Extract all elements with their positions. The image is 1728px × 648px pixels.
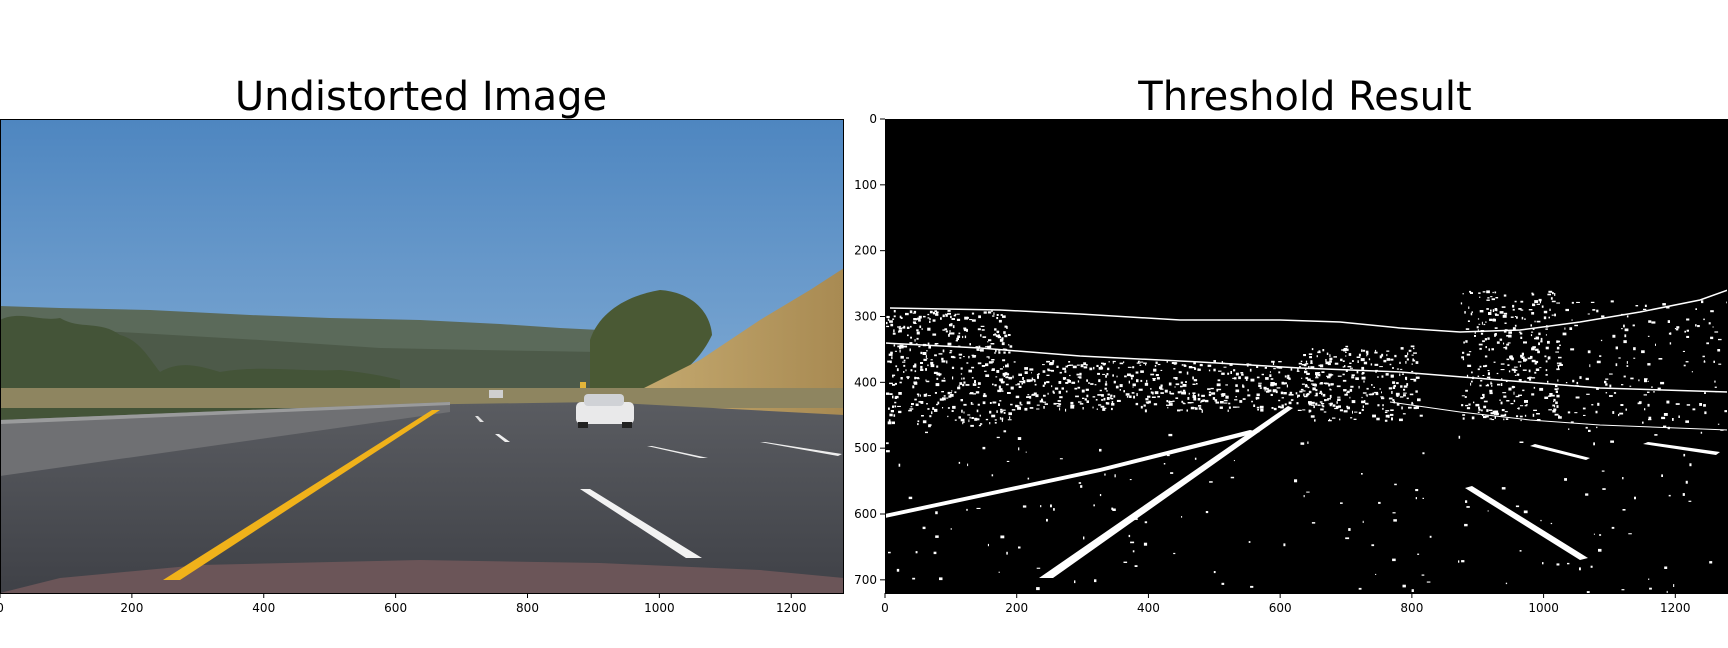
panel-title-threshold: Threshold Result: [1138, 74, 1472, 120]
x-tick-label: 1200: [1660, 601, 1691, 615]
undistorted-axes-frame: [0, 119, 844, 594]
x-tick-label: 1200: [776, 601, 807, 615]
x-tick-label: 600: [1269, 601, 1292, 615]
y-tick-label: 100: [854, 178, 877, 192]
y-tick-label: 0: [869, 112, 877, 126]
threshold-y-axis: 0 100 200 300 400 500 600 700: [854, 112, 885, 587]
y-tick-label: 600: [854, 507, 877, 521]
x-tick-label: 1000: [1528, 601, 1559, 615]
threshold-binary-image: [885, 119, 1728, 593]
white-car: [576, 394, 634, 428]
x-tick-label: 800: [516, 601, 539, 615]
x-tick-label: 600: [384, 601, 407, 615]
y-tick-label: 700: [854, 573, 877, 587]
x-tick-label: 1000: [644, 601, 675, 615]
y-tick-label: 300: [854, 310, 877, 324]
undistorted-road-image: [0, 119, 844, 593]
y-tick-label: 400: [854, 375, 877, 389]
threshold-x-axis: 0 200 400 600 800 1000 1200: [881, 593, 1691, 615]
x-tick-label: 400: [1137, 601, 1160, 615]
x-tick-label: 800: [1400, 601, 1423, 615]
x-tick-label: 0: [881, 601, 889, 615]
x-tick-label: 200: [1005, 601, 1028, 615]
panel-title-undistorted: Undistorted Image: [234, 74, 608, 120]
x-tick-label: 400: [252, 601, 275, 615]
y-tick-label: 200: [854, 244, 877, 258]
x-tick-label: 200: [120, 601, 143, 615]
undistorted-x-axis: 0 200 400 600 800 1000 1200: [0, 593, 807, 615]
y-tick-label: 500: [854, 441, 877, 455]
x-tick-label: 0: [0, 601, 4, 615]
